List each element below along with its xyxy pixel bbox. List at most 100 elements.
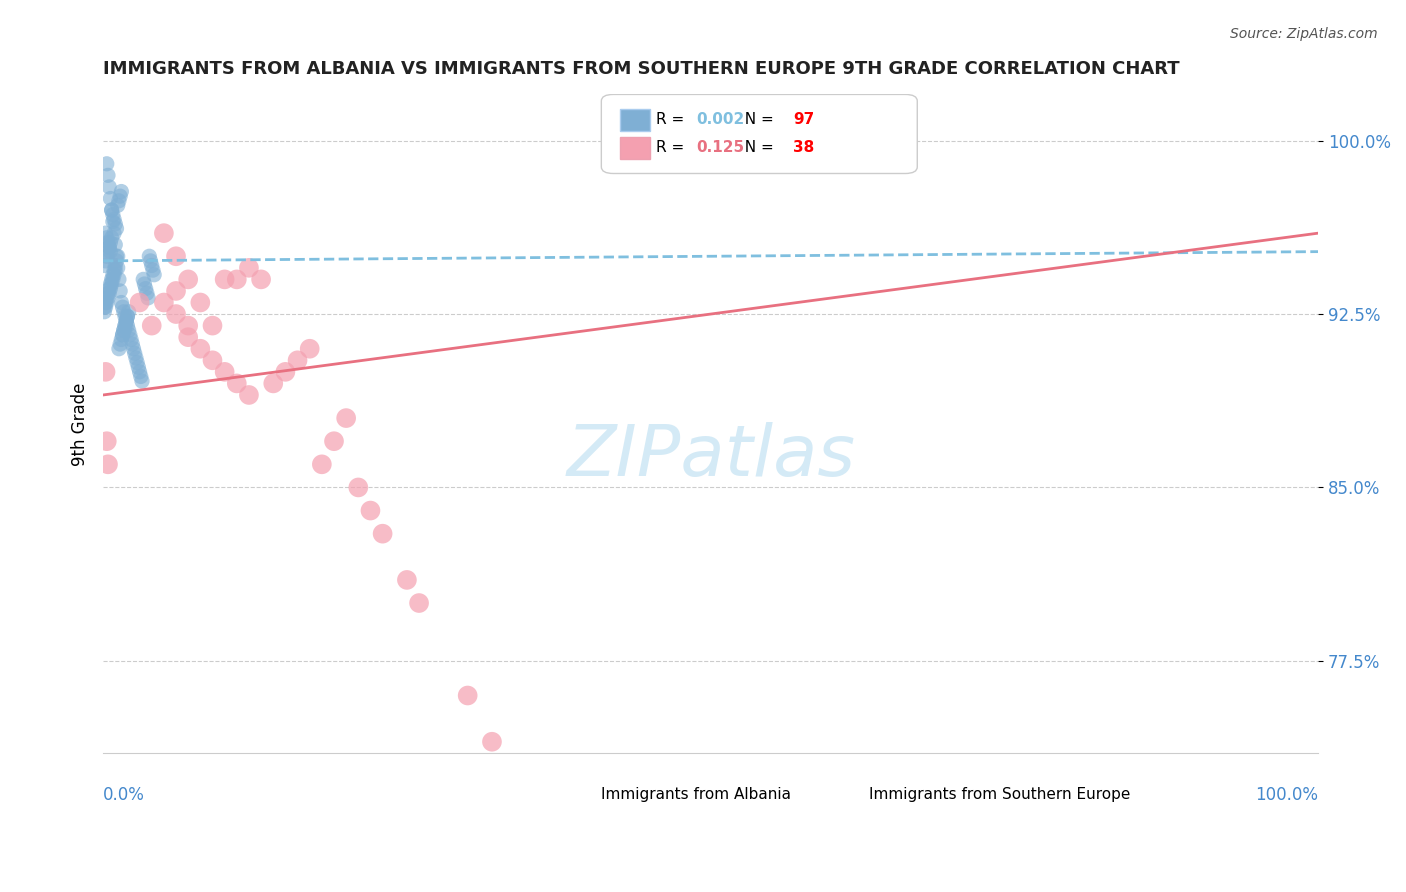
FancyBboxPatch shape xyxy=(832,789,863,803)
Point xyxy=(100,235,122,250)
Point xyxy=(108,284,131,298)
Point xyxy=(112,323,135,337)
Point xyxy=(105,221,128,235)
Point xyxy=(238,388,260,402)
Point xyxy=(104,237,127,252)
FancyBboxPatch shape xyxy=(565,789,595,803)
Point xyxy=(110,295,132,310)
Text: 100.0%: 100.0% xyxy=(1256,786,1319,805)
Point xyxy=(96,157,118,171)
Point xyxy=(114,310,136,324)
Point xyxy=(98,286,121,301)
Point xyxy=(129,369,152,384)
Point xyxy=(97,169,120,183)
Text: Immigrants from Southern Europe: Immigrants from Southern Europe xyxy=(869,788,1130,802)
Point xyxy=(177,330,200,344)
Point xyxy=(100,191,122,205)
Point xyxy=(153,295,176,310)
Point xyxy=(214,272,236,286)
Point xyxy=(108,272,131,286)
Point xyxy=(103,263,125,277)
Point xyxy=(96,434,118,449)
Point xyxy=(457,689,479,703)
Point xyxy=(100,202,122,217)
Point xyxy=(94,365,117,379)
Point xyxy=(94,253,117,268)
Point xyxy=(105,253,128,268)
Point xyxy=(103,268,125,282)
Point xyxy=(125,351,148,365)
Text: R =: R = xyxy=(657,140,689,155)
Point xyxy=(111,327,134,342)
Point xyxy=(97,291,120,305)
Point xyxy=(108,189,131,203)
Point xyxy=(359,503,381,517)
Point xyxy=(121,337,143,351)
Point xyxy=(188,295,211,310)
Point xyxy=(177,272,200,286)
Point xyxy=(115,314,138,328)
Point xyxy=(103,226,125,240)
Point xyxy=(225,376,247,391)
Point xyxy=(124,346,146,360)
Point xyxy=(128,295,150,310)
Point xyxy=(323,434,346,449)
Point xyxy=(97,458,120,472)
Text: 97: 97 xyxy=(793,112,814,127)
Point xyxy=(138,249,160,263)
Point xyxy=(131,374,153,388)
Point xyxy=(347,480,370,494)
Point xyxy=(96,231,118,245)
Point xyxy=(107,260,129,275)
Point xyxy=(98,282,121,296)
Point xyxy=(101,208,124,222)
Point xyxy=(117,304,139,318)
Point xyxy=(100,282,122,296)
Text: N =: N = xyxy=(735,140,779,155)
Point xyxy=(94,226,117,240)
Point xyxy=(100,272,122,286)
Y-axis label: 9th Grade: 9th Grade xyxy=(72,382,89,466)
Point xyxy=(135,286,157,301)
Point xyxy=(97,244,120,259)
Point xyxy=(98,180,121,194)
Point xyxy=(104,217,127,231)
Point xyxy=(104,263,127,277)
Point xyxy=(128,365,150,379)
Point xyxy=(139,253,162,268)
Point xyxy=(115,314,138,328)
Point xyxy=(120,333,142,347)
Point xyxy=(100,231,122,245)
Point xyxy=(104,259,127,273)
Point xyxy=(114,318,136,333)
Point xyxy=(143,268,166,282)
Point xyxy=(108,337,131,351)
Point xyxy=(287,353,309,368)
Text: IMMIGRANTS FROM ALBANIA VS IMMIGRANTS FROM SOUTHERN EUROPE 9TH GRADE CORRELATION: IMMIGRANTS FROM ALBANIA VS IMMIGRANTS FR… xyxy=(103,60,1180,78)
FancyBboxPatch shape xyxy=(620,109,650,130)
Point xyxy=(142,263,165,277)
Point xyxy=(141,259,163,273)
Point xyxy=(114,318,136,333)
Point xyxy=(225,272,247,286)
Point xyxy=(98,240,121,254)
Text: Source: ZipAtlas.com: Source: ZipAtlas.com xyxy=(1230,27,1378,41)
Point xyxy=(153,226,176,240)
Point xyxy=(94,295,117,310)
Point xyxy=(96,291,118,305)
Text: 0.002: 0.002 xyxy=(696,112,744,127)
Point xyxy=(110,333,132,347)
Point xyxy=(127,356,149,370)
Point xyxy=(214,365,236,379)
Point xyxy=(100,277,122,291)
Point xyxy=(122,342,145,356)
Point xyxy=(408,596,430,610)
Point xyxy=(112,304,135,318)
Point xyxy=(274,365,297,379)
Point xyxy=(132,272,155,286)
Point xyxy=(201,353,224,368)
Point xyxy=(93,259,115,273)
Point xyxy=(395,573,418,587)
Text: 0.125: 0.125 xyxy=(696,140,744,155)
Point xyxy=(165,284,187,298)
